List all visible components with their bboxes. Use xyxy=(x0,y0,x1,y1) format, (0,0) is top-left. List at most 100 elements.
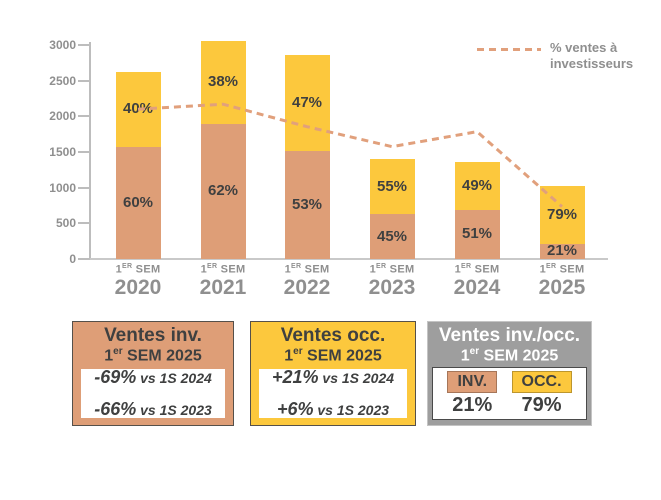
y-axis-tick-label: 0 xyxy=(69,252,76,266)
y-axis-tick-label: 500 xyxy=(55,216,76,231)
subtitle-rest: SEM 2025 xyxy=(122,347,202,365)
subtitle-sup: er xyxy=(113,345,123,357)
x-axis-year-label: 2023 xyxy=(368,275,416,299)
x-sem-part: 1 xyxy=(284,263,291,276)
mix-col-investors: INV. 21% xyxy=(447,370,498,417)
stat-value: -69% xyxy=(94,367,137,387)
x-sem-part: SEM xyxy=(301,263,330,276)
bar-segment-investors xyxy=(454,209,500,259)
subtitle-sup: er xyxy=(293,345,303,357)
x-axis-year-label: 2020 xyxy=(114,275,162,299)
x-sem-part: SEM xyxy=(217,263,246,276)
x-axis-label: 1ER SEM 2020 xyxy=(93,263,183,299)
stat-value: +21% xyxy=(271,367,319,387)
x-axis-sem-label: 1ER SEM xyxy=(262,263,352,276)
x-axis-line xyxy=(89,258,608,260)
bar-label-investors-pct: 60% xyxy=(122,193,154,211)
box-investors-stats: -69% vs 1S 2024 -66% vs 1S 2023 xyxy=(81,367,225,419)
occ-chip: OCC. xyxy=(511,370,572,393)
subtitle-base: 1 xyxy=(284,347,294,365)
x-sem-part: ER xyxy=(122,263,133,270)
stat-line: +21% vs 1S 2024 xyxy=(259,362,407,394)
bar-label-investors-pct: 62% xyxy=(207,182,239,200)
legend-label-line1: % ventes à xyxy=(550,40,618,55)
subtitle-rest: SEM 2025 xyxy=(302,347,382,365)
x-sem-part: 1 xyxy=(369,263,376,276)
bar-label-occupants-pct: 49% xyxy=(461,176,493,194)
x-sem-part: ER xyxy=(291,263,302,270)
bar-label-investors-pct: 21% xyxy=(546,242,578,260)
subtitle-base: 1 xyxy=(460,347,470,365)
bar-label-occupants-pct: 47% xyxy=(291,93,323,111)
stat-vs: vs 1S 2023 xyxy=(136,401,212,418)
bar-label-investors-pct: 45% xyxy=(376,227,408,245)
stat-value: -66% xyxy=(94,398,137,419)
summary-box-investors: Ventes inv. 1er SEM 2025 -69% vs 1S 2024… xyxy=(72,321,234,426)
x-axis-year-label: 2025 xyxy=(538,275,586,299)
legend-label-line2: investisseurs xyxy=(550,56,634,72)
x-sem-part: SEM xyxy=(386,263,415,276)
y-axis-tick-label: 2000 xyxy=(49,109,76,124)
bar-label-investors-pct: 53% xyxy=(291,195,323,213)
y-axis-tick xyxy=(78,222,90,225)
subtitle-base: 1 xyxy=(104,347,114,365)
bar-label-occupants-pct: 38% xyxy=(207,73,239,91)
x-sem-part: ER xyxy=(207,263,218,270)
y-axis-line xyxy=(89,42,91,260)
x-sem-part: ER xyxy=(546,263,557,270)
x-axis-year-label: 2021 xyxy=(199,275,247,299)
y-axis-tick-label: 2500 xyxy=(49,73,76,88)
bar-label-occupants-pct: 55% xyxy=(376,177,408,195)
y-axis-tick xyxy=(78,186,90,189)
subtitle-rest: SEM 2025 xyxy=(479,347,559,365)
x-sem-part: 1 xyxy=(200,263,207,276)
box-mix-stats: INV. 21% OCC. 79% xyxy=(432,367,587,420)
mix-col-occupants: OCC. 79% xyxy=(511,370,572,417)
bar-label-investors-pct: 51% xyxy=(461,225,493,243)
y-axis-tick xyxy=(78,44,90,46)
x-axis-label: 1ER SEM 2022 xyxy=(262,263,352,299)
x-axis-label: 1ER SEM 2023 xyxy=(347,263,437,299)
box-mix-subtitle: 1er SEM 2025 xyxy=(428,346,591,365)
summary-box-occupants: Ventes occ. 1er SEM 2025 +21% vs 1S 2024… xyxy=(250,321,416,426)
y-axis-tick xyxy=(78,258,90,260)
stat-line: +6% vs 1S 2023 xyxy=(259,394,407,426)
x-axis-sem-label: 1ER SEM xyxy=(93,263,183,276)
stat-vs: vs 1S 2024 xyxy=(136,370,212,386)
legend-label: % ventes à investisseurs xyxy=(550,40,633,73)
box-investors-subtitle: 1er SEM 2025 xyxy=(73,346,233,365)
x-sem-part: ER xyxy=(376,263,387,270)
box-occupants-title: Ventes occ. xyxy=(280,325,386,346)
occ-chip-value: 79% xyxy=(521,393,562,416)
inv-chip: INV. xyxy=(447,370,498,393)
box-occupants-subtitle: 1er SEM 2025 xyxy=(251,346,415,365)
y-axis-tick xyxy=(78,151,90,153)
x-axis-label: 1ER SEM 2025 xyxy=(517,263,607,299)
box-occupants-stats: +21% vs 1S 2024 +6% vs 1S 2023 xyxy=(259,367,407,419)
y-axis-tick xyxy=(78,115,90,118)
stat-vs: vs 1S 2023 xyxy=(313,401,390,418)
x-sem-part: 1 xyxy=(539,263,546,276)
bar-label-occupants-pct: 40% xyxy=(122,100,154,118)
stat-line: -69% vs 1S 2024 xyxy=(81,362,225,394)
legend-dashed-line-swatch xyxy=(477,48,541,51)
stat-vs: vs 1S 2024 xyxy=(318,370,395,386)
legend: % ventes à investisseurs xyxy=(477,40,633,73)
subtitle-sup: er xyxy=(469,345,480,357)
x-sem-part: SEM xyxy=(471,263,500,276)
y-axis-tick-label: 1000 xyxy=(49,180,76,195)
x-axis-label: 1ER SEM 2024 xyxy=(432,263,522,299)
x-axis-label: 1ER SEM 2021 xyxy=(178,263,268,299)
box-mix-title: Ventes inv./occ. xyxy=(438,325,581,346)
x-sem-part: SEM xyxy=(132,263,161,276)
x-sem-part: SEM xyxy=(556,263,585,276)
x-sem-part: 1 xyxy=(454,263,461,276)
x-sem-part: ER xyxy=(461,263,472,270)
box-investors-title: Ventes inv. xyxy=(104,325,202,346)
x-axis-year-label: 2024 xyxy=(453,275,501,299)
y-axis-tick xyxy=(78,79,90,82)
bar-segment-investors xyxy=(539,243,585,259)
stat-value: +6% xyxy=(276,398,314,419)
summary-box-mix: Ventes inv./occ. 1er SEM 2025 INV. 21% O… xyxy=(427,321,592,426)
